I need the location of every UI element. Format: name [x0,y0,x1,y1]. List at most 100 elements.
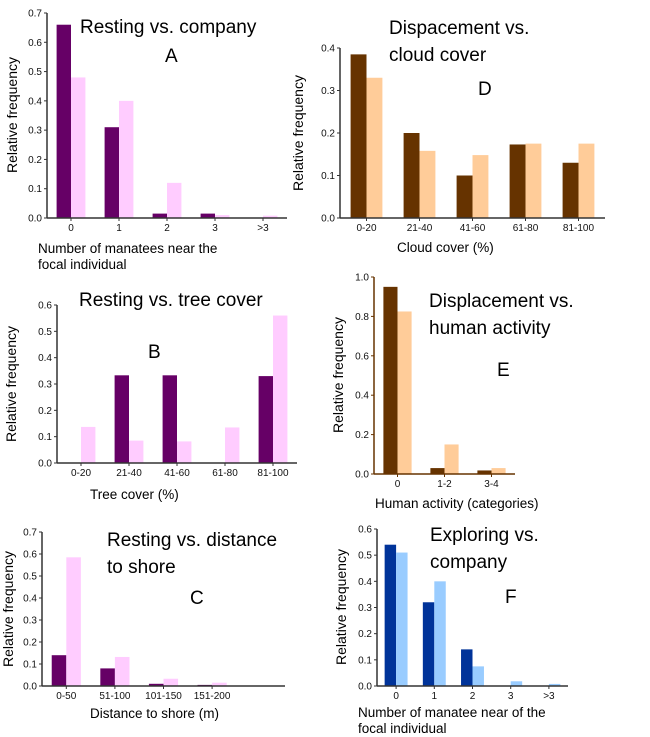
y-tick-label: 0.0 [38,459,52,470]
panel-title: Exploring vs. [430,525,539,546]
x-tick-label: 21-40 [116,468,142,479]
y-tick-label: 0.2 [355,430,369,441]
x-tick-label: 41-60 [164,468,190,479]
y-tick-label: 0.1 [23,660,37,671]
bar-d-light [525,143,542,218]
y-tick-label: 0.2 [358,629,372,640]
bar-a-light [119,100,134,218]
bar-c-light [212,682,227,686]
bar-c-light [114,656,130,686]
bar-e-light [491,468,506,474]
bar-a-dark [104,127,119,218]
x-axis-label: focal individual [358,721,447,736]
bar-d-light [472,155,489,218]
panel-title: human activity [429,318,551,339]
x-tick-label: 101-150 [145,691,182,702]
bar-b-light [81,426,96,463]
x-axis-label: Distance to shore (m) [90,706,219,721]
bar-c-light [66,557,81,686]
x-tick-label: 21-40 [407,223,433,234]
y-tick-label: 0.4 [23,594,37,605]
y-tick-label: 0.2 [23,638,37,649]
y-tick-label: 0.5 [23,572,37,583]
y-tick-label: 0.7 [23,528,37,539]
x-tick-label: 0 [393,691,399,702]
panel-letter: B [148,342,161,363]
y-tick-label: 0.3 [28,126,42,137]
bar-d-light [419,150,436,218]
bar-f-light [396,552,408,686]
bar-e-dark [383,286,398,474]
y-tick-label: 0.0 [28,214,42,225]
panel-letter: E [497,360,510,381]
bar-e-dark [430,468,445,474]
y-tick-label: 0.2 [321,129,335,140]
x-tick-label: 0 [395,479,401,490]
bar-b-light [129,440,144,463]
x-tick-label: >3 [543,691,555,702]
bar-a-light [167,182,182,218]
bar-d-light [366,77,383,218]
x-tick-label: 0-20 [71,468,91,479]
y-tick-label: 0.2 [28,155,42,166]
bar-d-dark [403,133,420,218]
y-axis-label: Relative frequency [0,551,16,667]
bar-a-light [215,215,230,218]
x-tick-label: 0-50 [56,691,76,702]
y-tick-label: 0.3 [358,603,372,614]
y-tick-label: 0.5 [28,67,42,78]
bar-a-dark [56,24,71,219]
y-tick-label: 0.6 [23,550,37,561]
y-tick-label: 0.7 [28,9,42,20]
bar-f-dark [461,649,473,686]
x-axis-label: Number of manatee near of the [358,705,546,720]
x-axis-label: focal individual [38,257,127,272]
y-tick-label: 0.3 [321,86,335,97]
bar-d-dark [456,175,473,218]
y-tick-label: 0.6 [358,525,372,536]
y-tick-label: 0.1 [358,655,372,666]
y-tick-label: 0.5 [38,327,52,338]
y-tick-label: 0.0 [355,470,369,481]
bar-b-light [273,315,288,463]
bar-a-light [71,77,86,218]
x-axis-label: Human activity (categories) [375,496,539,511]
bar-b-light [177,441,192,463]
panel-letter: F [505,587,517,608]
y-tick-label: 0.4 [358,577,372,588]
bar-e-dark [477,470,492,474]
bar-b-dark [258,376,273,463]
bar-c-light [163,678,179,686]
bar-d-dark [509,144,526,218]
y-tick-label: 0.6 [28,38,42,49]
bar-f-light [472,666,484,686]
bar-c-dark [148,683,164,686]
y-tick-label: 0.4 [355,391,369,402]
x-tick-label: 1 [432,691,438,702]
x-tick-label: 2 [164,223,170,234]
y-tick-label: 0.3 [38,380,52,391]
x-tick-label: 1 [116,223,122,234]
bar-f-light [510,681,523,686]
y-axis-label: Relative frequency [3,326,19,442]
y-tick-label: 0.4 [38,353,52,364]
bar-c-dark [51,655,67,686]
bar-b-dark [114,375,129,463]
y-tick-label: 0.0 [358,682,372,693]
x-tick-label: 1-2 [437,479,452,490]
panel-title: Resting vs. tree cover [79,290,263,311]
bar-d-light [578,143,595,218]
bar-d-dark [562,162,579,218]
bar-a-dark [200,213,215,218]
x-tick-label: 61-80 [513,223,539,234]
x-tick-label: 0-20 [356,223,376,234]
panel-title: Resting vs. distance [107,530,277,551]
y-tick-label: 0.4 [321,44,335,55]
x-tick-label: 41-60 [460,223,486,234]
bar-c-dark [100,668,115,686]
y-tick-label: 0.3 [23,616,37,627]
y-axis-label: Relative frequency [290,75,306,191]
panel-title: Dispacement vs. [389,18,529,39]
x-tick-label: 3-4 [484,479,499,490]
